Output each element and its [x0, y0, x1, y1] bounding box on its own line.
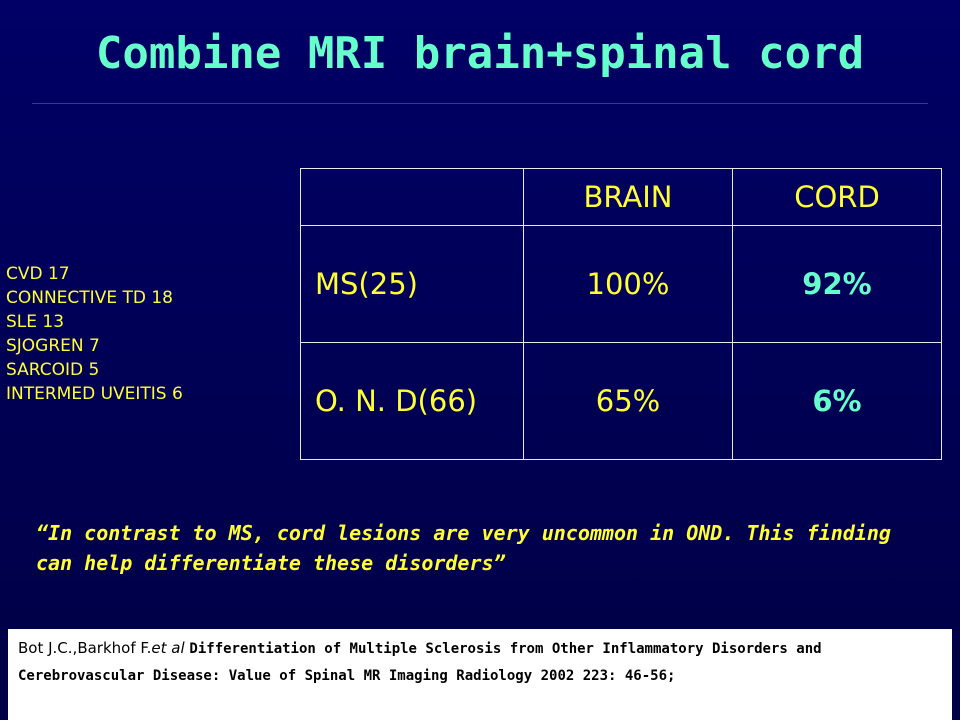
title-divider — [32, 103, 928, 104]
header-cell-cord: CORD — [732, 168, 942, 226]
citation-authors: Bot J.C.,Barkhof F. — [18, 639, 152, 657]
citation-title: Differentiation of Multiple Sclerosis fr… — [18, 641, 822, 684]
disease-list: CVD 17 CONNECTIVE TD 18 SLE 13 SJOGREN 7… — [6, 262, 183, 406]
row-label: MS(25) — [300, 225, 524, 343]
table-row: O. N. D(66) 65% 6% — [300, 342, 942, 460]
cord-value: 92% — [732, 225, 942, 343]
slide-title: Combine MRI brain+spinal cord — [95, 28, 865, 79]
list-item: SARCOID 5 — [6, 360, 100, 380]
header-cell-empty — [300, 168, 524, 226]
brain-value: 100% — [523, 225, 733, 343]
citation-etal: et al — [151, 639, 185, 657]
table-row: MS(25) 100% 92% — [300, 225, 942, 343]
quote-text: “In contrast to MS, cord lesions are ver… — [36, 521, 891, 575]
list-item: CVD 17 — [6, 264, 70, 284]
row-label: O. N. D(66) — [300, 342, 524, 460]
table-header-row: BRAIN CORD — [300, 168, 942, 226]
list-item: SLE 13 — [6, 312, 65, 332]
list-item: SJOGREN 7 — [6, 336, 100, 356]
list-item: INTERMED UVEITIS 6 — [6, 384, 183, 404]
header-cell-brain: BRAIN — [523, 168, 733, 226]
citation-box: Bot J.C.,Barkhof F.et al Differentiation… — [8, 629, 952, 720]
cord-value: 6% — [732, 342, 942, 460]
results-table: BRAIN CORD MS(25) 100% 92% O. N. D(66) 6… — [300, 168, 942, 460]
list-item: CONNECTIVE TD 18 — [6, 288, 173, 308]
brain-value: 65% — [523, 342, 733, 460]
